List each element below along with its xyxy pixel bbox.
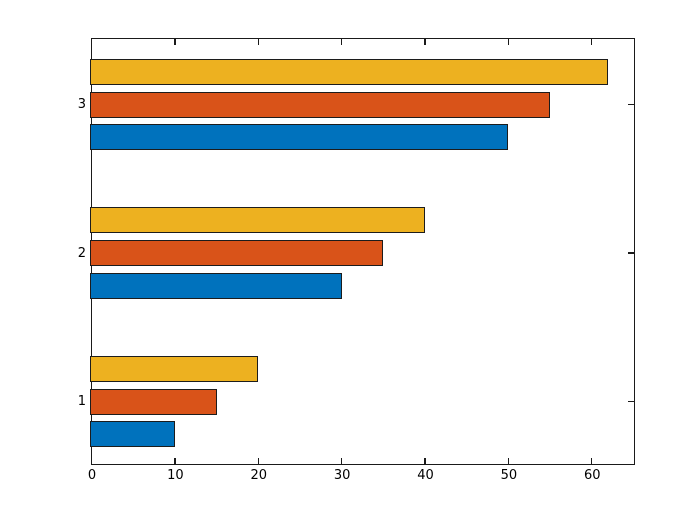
x-tick-label: 20 [250,468,268,483]
x-tick-bottom [424,457,426,464]
x-tick-label: 40 [417,468,434,483]
x-tick-label: 50 [500,468,518,483]
bar-yellow-category-3 [90,58,609,85]
y-tick-label: 2 [77,245,86,261]
plot-area [90,37,635,465]
bar-orange-category-1 [90,388,217,415]
x-tick-top [174,38,176,45]
bar-blue-category-1 [90,421,175,448]
x-tick-top [341,38,343,45]
bar-orange-category-2 [90,240,384,266]
y-tick-label: 3 [77,97,86,112]
y-tick-right [627,103,634,106]
x-tick-bottom [257,457,259,464]
x-tick-top [90,38,93,45]
bar-blue-category-3 [90,124,509,151]
x-tick-bottom [341,457,343,464]
x-tick-top [591,38,593,45]
bar-yellow-category-2 [90,207,426,234]
x-tick-bottom [507,457,510,464]
bar-orange-category-3 [90,91,551,118]
x-tick-bottom [591,457,593,464]
x-tick-label: 60 [584,468,601,483]
x-tick-label: 30 [333,468,351,483]
x-tick-bottom [174,457,176,464]
y-tick-right [627,400,634,403]
x-tick-top [424,38,426,45]
y-tick-label: 1 [77,394,86,409]
x-tick-label: 0 [87,468,97,483]
x-tick-bottom [90,457,93,464]
x-tick-top [257,38,259,45]
x-tick-label: 10 [167,468,184,483]
y-tick-right [627,252,634,254]
bar-yellow-category-1 [90,355,259,382]
x-tick-top [507,38,510,45]
bar-blue-category-2 [90,272,342,299]
